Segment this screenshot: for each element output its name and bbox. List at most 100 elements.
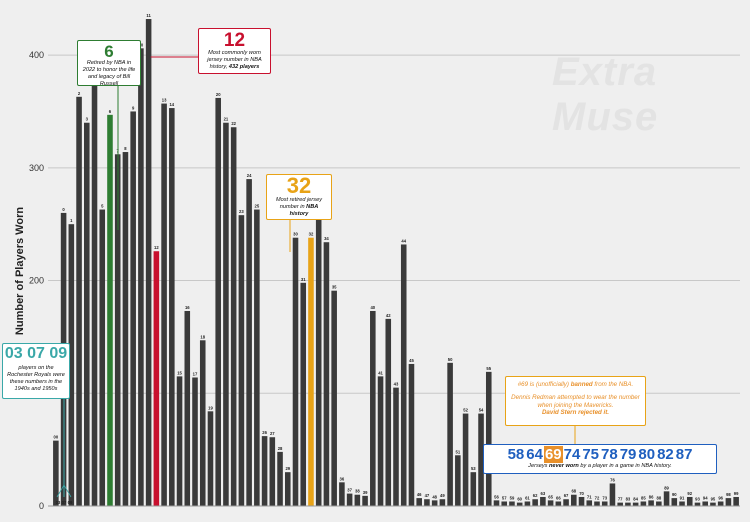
bar-label-19: 19 [208, 405, 213, 410]
bar-5 [99, 209, 106, 506]
bar-label-34: 34 [324, 236, 329, 241]
bar-10 [138, 48, 144, 507]
bar-11 [145, 19, 152, 506]
bar-89 [663, 491, 670, 506]
watermark: Extra Muse [552, 50, 659, 139]
c69-l1b: unofficially [538, 381, 567, 388]
bar-14 [169, 108, 175, 506]
never-worn-number-64: 64 [526, 446, 543, 463]
bar-label-9: 9 [132, 105, 135, 110]
bar-90 [671, 498, 678, 506]
bar-label-5: 5 [101, 204, 104, 209]
bar-label-89: 89 [664, 485, 669, 490]
never-worn-text: Jerseys never worn by a player in a game… [484, 463, 716, 469]
bar-65 [547, 500, 554, 506]
bar-label-50: 50 [448, 357, 453, 362]
bar-71 [586, 500, 593, 506]
bar-label-27: 27 [270, 431, 275, 436]
never-worn-number-87: 87 [675, 446, 693, 463]
y-tick-label-200: 200 [29, 276, 44, 286]
bar-54 [478, 413, 484, 506]
bar-label-88: 88 [656, 495, 661, 500]
bar-95 [710, 502, 716, 506]
bar-label-95: 95 [711, 497, 716, 502]
c69-l1a: #69 is ( [517, 381, 539, 388]
bar-40 [370, 310, 376, 506]
c69-l1c: ) [566, 381, 571, 388]
bar-98 [725, 498, 732, 506]
bar-label-28: 28 [278, 446, 283, 451]
bar-label-68: 68 [571, 489, 576, 494]
bar-99 [733, 496, 739, 506]
bar-label-42: 42 [386, 313, 391, 318]
bar-label-59: 59 [510, 495, 515, 500]
bar-label-07: 07 [62, 500, 67, 505]
bar-18 [199, 340, 206, 506]
callout-12-text-a: Most commonly worn jersey number in NBA … [207, 50, 262, 70]
bar-39 [362, 495, 368, 506]
bar-label-66: 66 [556, 495, 561, 500]
callout-6-text: Retired by NBA in 2022 to honor the life… [82, 60, 136, 87]
bar-label-36: 36 [340, 476, 345, 481]
bar-label-61: 61 [525, 495, 530, 500]
callout-32-text-b: NBA history [289, 203, 319, 217]
bar-35 [331, 290, 337, 506]
bar-85 [640, 501, 647, 506]
bar-label-70: 70 [579, 491, 584, 496]
bar-label-23: 23 [239, 209, 244, 214]
bar-84 [632, 502, 639, 506]
never-worn-number-74: 74 [563, 446, 581, 463]
callout-32-number: 32 [286, 173, 312, 198]
c69-l1d: banned [570, 381, 593, 388]
bar-66 [555, 501, 562, 506]
never-worn-number-69: 69 [543, 446, 563, 463]
y-tick-label-300: 300 [29, 163, 44, 173]
bar-48 [431, 500, 438, 506]
bar-label-54: 54 [479, 408, 484, 413]
bar-label-09: 09 [68, 500, 73, 505]
y-tick-label-400: 400 [29, 50, 44, 60]
callout-number-32: 32 Most retired jersey number in NBA his… [266, 174, 332, 220]
bar-51 [455, 455, 461, 506]
bar-77 [617, 502, 623, 506]
bar-83 [625, 502, 631, 506]
bar-21 [223, 122, 229, 507]
bar-16 [184, 310, 191, 506]
callout-rochester-numbers: 03 07 09 [4, 345, 68, 362]
bar-label-57: 57 [502, 495, 507, 500]
bar-label-94: 94 [703, 495, 708, 500]
bar-44 [400, 244, 407, 507]
bar-label-77: 77 [618, 497, 623, 502]
bar-label-51: 51 [456, 449, 461, 454]
bar-22 [230, 127, 237, 507]
bar-50 [447, 362, 453, 506]
bar-label-22: 22 [231, 121, 236, 126]
bar-label-67: 67 [564, 493, 569, 498]
never-worn-number-58: 58 [507, 446, 525, 463]
bar-label-86: 86 [649, 494, 654, 499]
bar-92 [686, 496, 693, 506]
bar-33 [315, 219, 322, 506]
never-text-b: never worn [549, 463, 579, 469]
bar-31 [300, 282, 307, 506]
bar-label-15: 15 [177, 370, 182, 375]
bar-label-32: 32 [309, 232, 314, 237]
callout-12-text: Most commonly worn jersey number in NBA … [199, 50, 270, 71]
bar-60 [516, 502, 523, 506]
bar-00 [53, 440, 59, 506]
bar-label-76: 76 [610, 477, 615, 482]
bar-label-14: 14 [169, 102, 174, 107]
bar-label-38: 38 [355, 489, 360, 494]
callout-number-69: #69 is (unofficially) banned from the NB… [505, 376, 646, 426]
never-worn-number-82: 82 [657, 446, 674, 463]
bar-label-56: 56 [494, 494, 499, 499]
bar-label-98: 98 [726, 492, 731, 497]
bar-label-73: 73 [602, 495, 607, 500]
bar-label-35: 35 [332, 285, 337, 290]
bar-8 [122, 152, 129, 506]
bar-55 [485, 371, 492, 506]
never-text-a: Jerseys [528, 463, 549, 469]
bar-24 [246, 179, 252, 506]
bar-76 [609, 483, 616, 506]
bar-91 [679, 501, 685, 506]
